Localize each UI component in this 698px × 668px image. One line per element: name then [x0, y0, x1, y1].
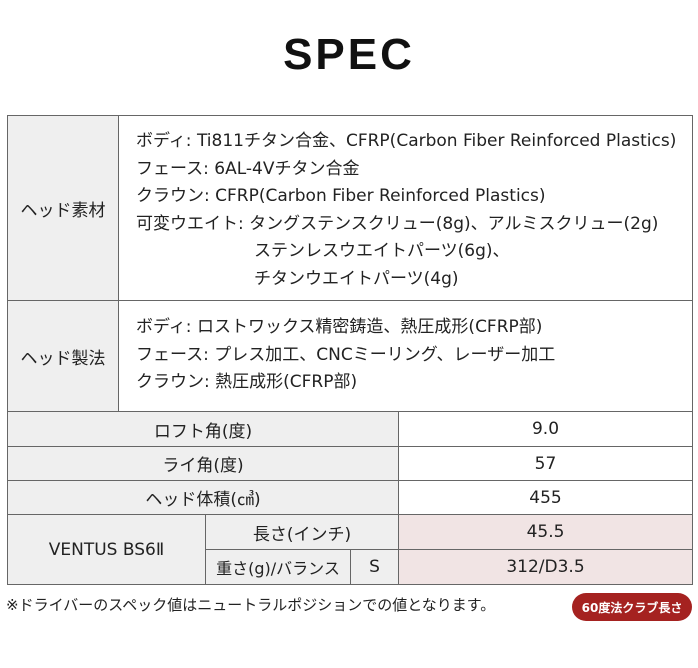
- head-method-row: [7, 300, 693, 412]
- desc-line: クラウン: CFRP(Carbon Fiber Reinforced Plast…: [136, 186, 546, 206]
- club-length-badge: 60度法クラブ長さ: [572, 593, 692, 621]
- loft-value: 9.0: [398, 411, 693, 447]
- head-method-desc: ボディ: ロストワックス精密鋳造、熱圧成形(CFRP部) フェース: プレス加工…: [136, 314, 555, 397]
- desc-line: ボディ: ロストワックス精密鋳造、熱圧成形(CFRP部): [136, 317, 543, 337]
- desc-line: フェース: プレス加工、CNCミーリング、レーザー加工: [136, 344, 556, 365]
- weight-label: 重さ(g)/バランス: [205, 549, 351, 585]
- desc-line: フェース: 6AL-4Vチタン合金: [136, 158, 360, 179]
- desc-line: クラウン: 熱圧成形(CFRP部): [136, 372, 358, 392]
- desc-line: 可変ウエイト: タングステンスクリュー(8g)、アルミスクリュー(2g): [136, 213, 659, 234]
- footnote: ※ドライバーのスペック値はニュートラルポジションでの値となります。: [6, 596, 496, 614]
- desc-line: チタンウエイトパーツ(4g): [254, 268, 459, 289]
- length-label: 長さ(インチ): [205, 514, 399, 550]
- desc-line: ボディ: Ti811チタン合金、CFRP(Carbon Fiber Reinfo…: [136, 131, 677, 151]
- length-value: 45.5: [398, 514, 693, 550]
- volume-value: 455: [398, 480, 693, 515]
- head-material-label: ヘッド素材: [7, 115, 119, 301]
- flex-value: S: [350, 549, 399, 585]
- loft-label: ロフト角(度): [7, 411, 399, 447]
- shaft-name: VENTUS BS6Ⅱ: [7, 514, 206, 585]
- lie-label: ライ角(度): [7, 446, 399, 481]
- head-material-row: [7, 115, 693, 301]
- head-method-label: ヘッド製法: [7, 300, 119, 412]
- page-title: SPEC: [283, 30, 415, 79]
- weight-value: 312/D3.5: [398, 549, 693, 585]
- lie-value: 57: [398, 446, 693, 481]
- head-material-desc: ボディ: Ti811チタン合金、CFRP(Carbon Fiber Reinfo…: [136, 128, 676, 293]
- desc-line: ステンレスウエイトパーツ(6g)、: [254, 241, 510, 261]
- volume-label: ヘッド体積(㎤): [7, 480, 399, 515]
